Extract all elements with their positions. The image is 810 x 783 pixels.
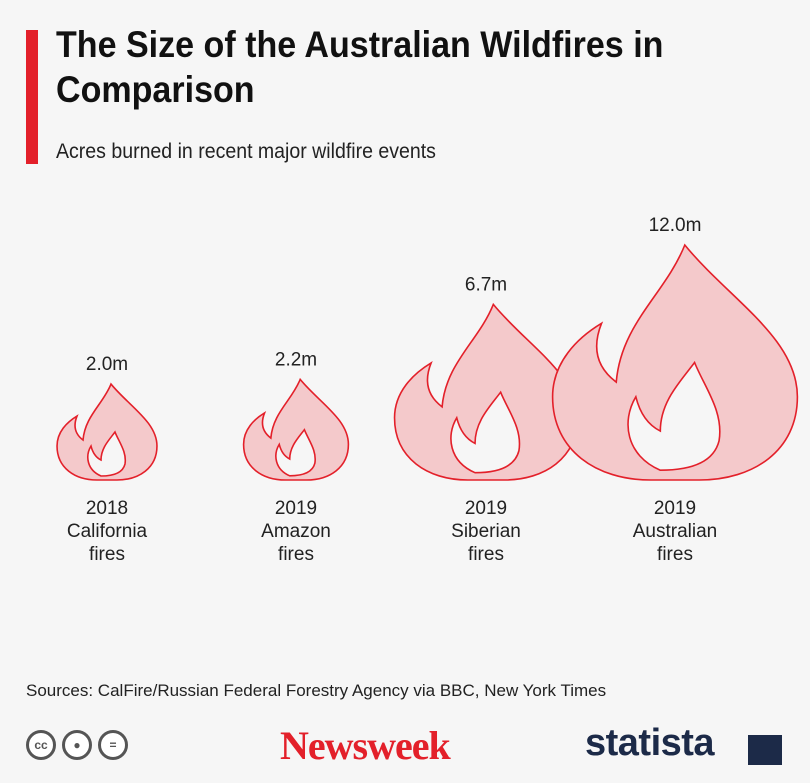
value-label-3: 6.7m xyxy=(465,274,507,295)
title-accent-bar xyxy=(26,30,38,164)
category-label-line: Amazon xyxy=(261,521,331,542)
category-label-line: fires xyxy=(278,544,314,565)
flame-mark-2 xyxy=(242,378,350,481)
statista-logo: statista xyxy=(585,722,715,764)
chart-subtitle: Acres burned in recent major wildfire ev… xyxy=(56,140,436,163)
category-label-line: Siberian xyxy=(451,521,521,542)
license-icons: cc ● = xyxy=(26,730,128,760)
category-label-line: 2018 xyxy=(85,498,129,519)
newsweek-logo: Newsweek xyxy=(280,723,451,768)
category-label-line: fires xyxy=(657,544,693,565)
cc-icon: cc xyxy=(26,730,56,760)
by-person-icon: ● xyxy=(62,730,92,760)
flame-mark-3 xyxy=(393,303,579,481)
category-label-line: fires xyxy=(468,544,504,565)
chart-title: The Size of the Australian Wildfires in … xyxy=(56,24,664,110)
sources-note: Sources: CalFire/Russian Federal Forestr… xyxy=(26,681,607,700)
category-label-line: Australian xyxy=(632,521,718,542)
value-label-1: 2.0m xyxy=(86,354,128,375)
category-label-line: fires xyxy=(89,544,125,565)
category-label-line: 2019 xyxy=(653,498,697,519)
statista-mark-icon xyxy=(748,735,782,765)
category-label-2: 2019 Amazon fires xyxy=(221,497,371,566)
category-label-line: 2019 xyxy=(464,498,508,519)
category-label-1: 2018 California fires xyxy=(32,497,182,566)
category-label-line: California xyxy=(66,521,148,542)
category-label-line: 2019 xyxy=(274,498,318,519)
category-label-3: 2019 Siberian fires xyxy=(411,497,561,566)
value-label-2: 2.2m xyxy=(275,349,317,370)
flame-mark-1 xyxy=(56,383,158,481)
nd-equal-icon: = xyxy=(98,730,128,760)
category-label-4: 2019 Australian fires xyxy=(600,497,750,566)
flame-mark-4 xyxy=(551,243,799,482)
value-label-4: 12.0m xyxy=(649,215,702,236)
